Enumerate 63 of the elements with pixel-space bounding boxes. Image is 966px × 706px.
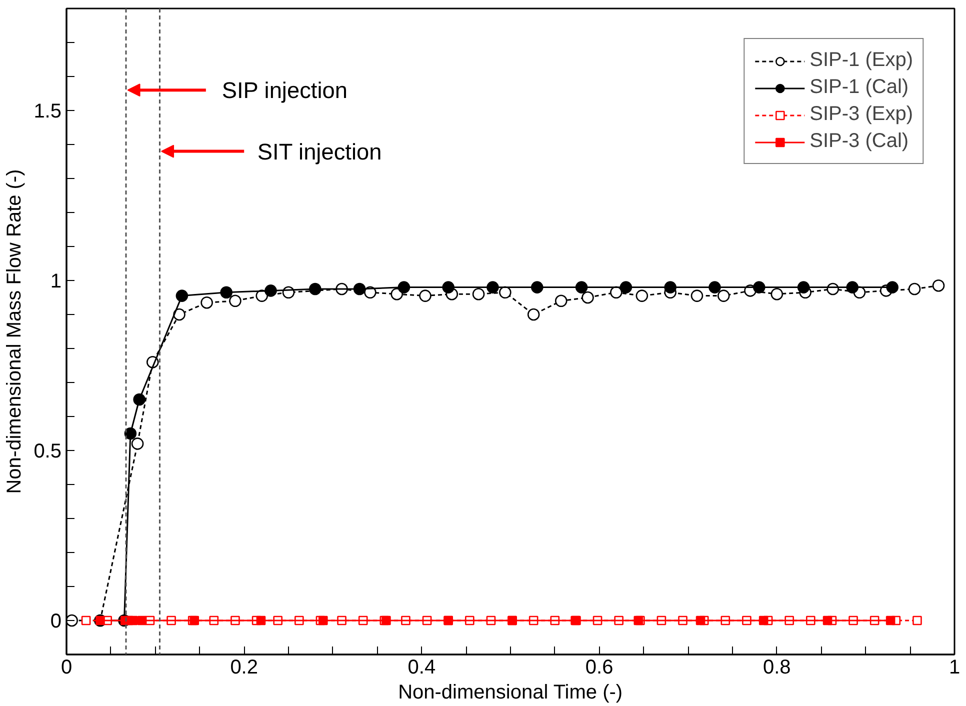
point [886, 616, 896, 626]
x-axis-title: Non-dimensional Time (-) [398, 682, 623, 704]
point [128, 616, 138, 626]
point [137, 616, 147, 626]
point [173, 308, 186, 321]
ref-line-label: SIP injection [222, 77, 348, 104]
point [752, 281, 766, 294]
point [554, 294, 568, 308]
x-tick-label: 0.2 [230, 656, 258, 678]
point [620, 281, 632, 294]
point [442, 281, 454, 294]
legend-label: SIP-1 (Exp) [810, 49, 913, 72]
y-tick-label: 1.5 [34, 100, 62, 122]
point [66, 614, 78, 627]
point [664, 281, 676, 294]
point [846, 281, 859, 294]
ref-line-label: SIT injection [257, 138, 382, 164]
y-tick-label: 0 [50, 610, 62, 632]
point [797, 281, 810, 294]
point [220, 286, 232, 299]
point [770, 288, 784, 300]
point [708, 281, 721, 294]
point [527, 308, 540, 321]
y-axis-title: Non-dimensional Mass Flow Rate (-) [4, 169, 26, 494]
point [932, 279, 945, 292]
point [472, 288, 485, 300]
x-tick-label: 0.4 [408, 656, 436, 678]
point [575, 281, 588, 294]
point [353, 282, 366, 296]
point [264, 284, 277, 297]
point [133, 393, 146, 406]
point [256, 616, 266, 626]
point [717, 290, 730, 302]
point [419, 290, 432, 302]
point [886, 281, 898, 294]
point [690, 290, 704, 302]
point [398, 281, 410, 294]
point [912, 616, 922, 626]
point [582, 291, 594, 304]
x-tick-label: 1 [948, 656, 960, 678]
point [200, 296, 213, 309]
y-tick-label: 1 [50, 270, 62, 292]
y-tick-label: 0.5 [34, 440, 62, 462]
point [124, 427, 137, 440]
point [176, 290, 188, 302]
point [318, 616, 328, 626]
point [530, 281, 544, 294]
legend-label: SIP-3 (Cal) [810, 130, 909, 153]
x-tick-label: 0.8 [763, 656, 791, 678]
point [499, 286, 512, 299]
point [822, 616, 832, 626]
point [696, 616, 706, 626]
point [308, 282, 322, 296]
legend-label: SIP-1 (Cal) [810, 76, 909, 99]
point [229, 294, 242, 308]
point [81, 616, 91, 626]
point [908, 282, 921, 296]
legend-label: SIP-3 (Exp) [810, 103, 913, 126]
x-tick-label: 0.6 [585, 656, 614, 678]
point [131, 438, 144, 450]
point [758, 616, 768, 626]
point [486, 281, 499, 294]
point [636, 290, 648, 302]
